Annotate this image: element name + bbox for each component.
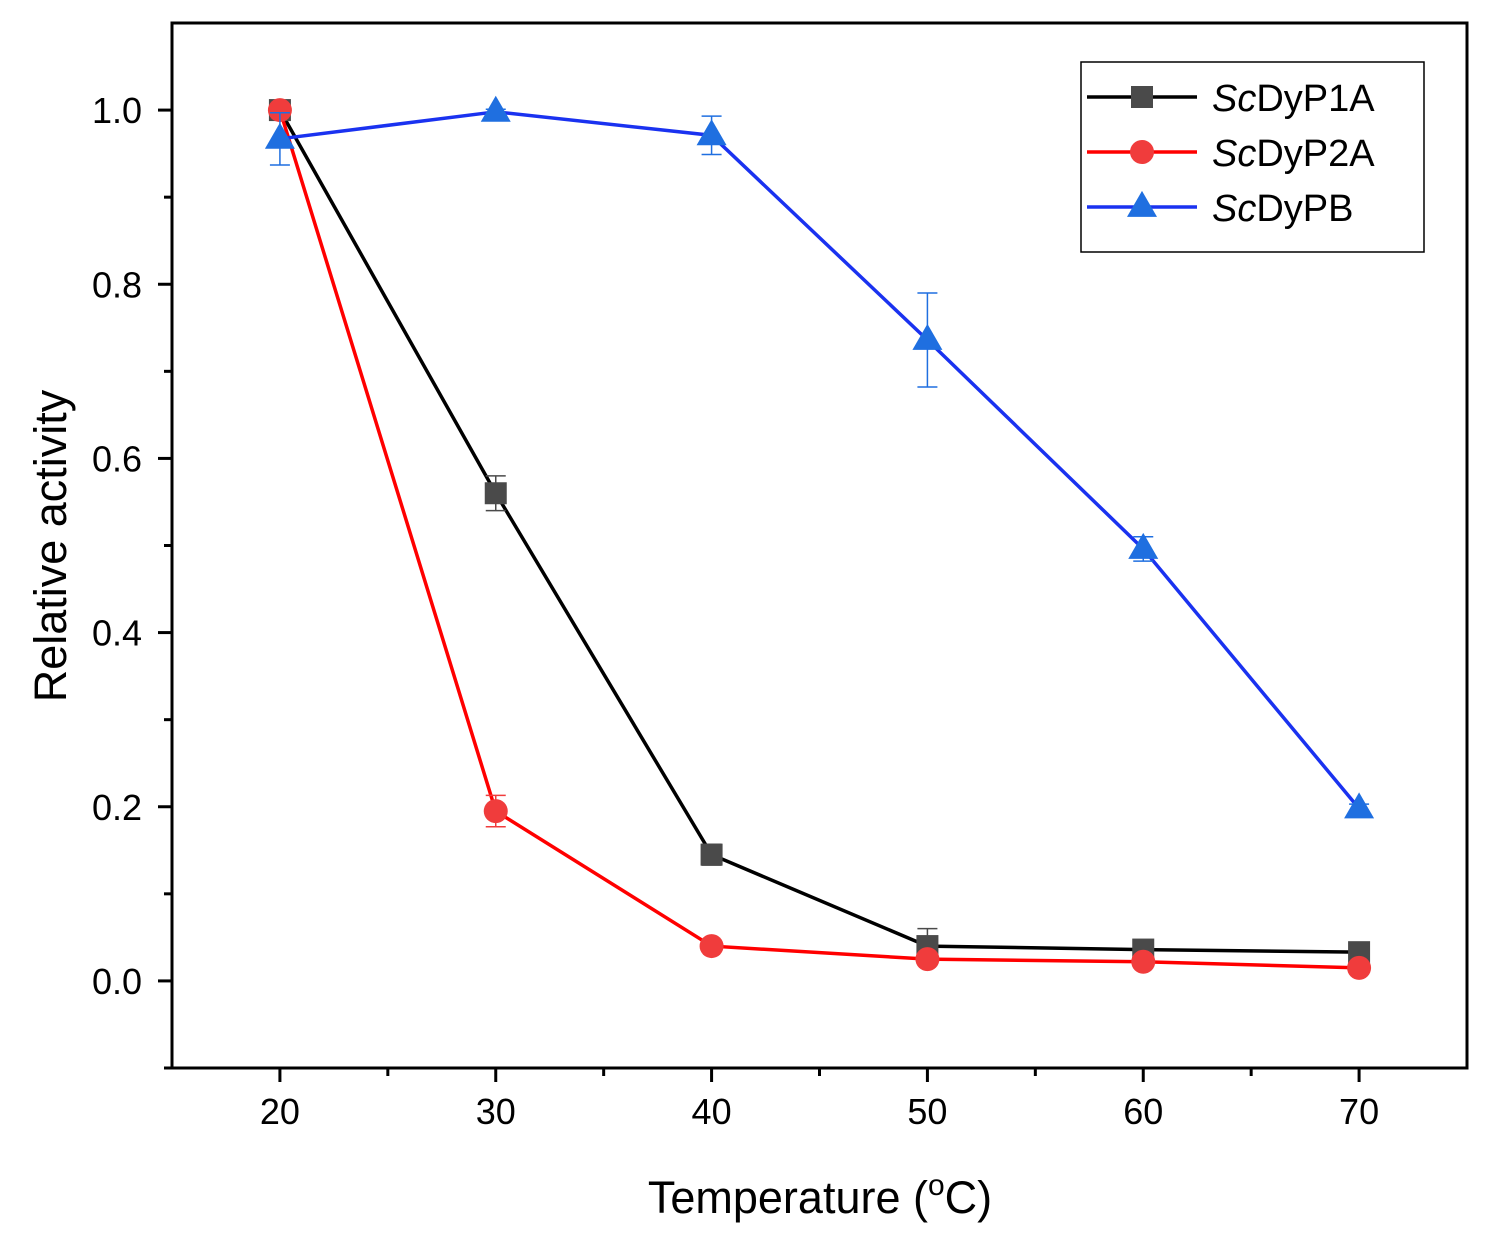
y-tick-label: 0.2 — [92, 787, 142, 828]
data-point — [264, 122, 295, 149]
series-ScDyP2A — [267, 98, 1372, 980]
x-tick-label: 50 — [907, 1091, 947, 1132]
data-point — [1128, 532, 1159, 559]
data-point — [483, 799, 508, 824]
series-line — [279, 110, 1361, 810]
data-point — [267, 98, 292, 123]
x-tick-label: 60 — [1123, 1091, 1163, 1132]
y-tick-label: 0.8 — [92, 264, 142, 305]
legend-item: ScDyPB — [1087, 188, 1354, 230]
x-tick-label: 30 — [476, 1091, 516, 1132]
data-point — [912, 323, 943, 350]
y-tick-label: 0.6 — [92, 438, 142, 479]
series-layer — [264, 95, 1375, 980]
legend-item: ScDyP2A — [1087, 133, 1375, 175]
data-point — [484, 482, 507, 505]
legend-label: ScDyP2A — [1212, 133, 1375, 175]
axis-tick-labels: 20 30 40 50 60 70 0.0 0.2 0.4 0.6 0.8 1.0 — [92, 90, 1379, 1132]
data-point — [1131, 949, 1156, 974]
legend-marker — [1130, 140, 1154, 164]
x-axis-title: Temperature (oC) — [648, 1169, 992, 1223]
data-point — [700, 843, 723, 866]
y-tick-label: 0.0 — [92, 961, 142, 1002]
y-axis-title: Relative activity — [25, 389, 76, 702]
y-tick-label: 0.4 — [92, 613, 142, 654]
data-point — [915, 947, 940, 972]
data-point — [1344, 792, 1375, 819]
series-line — [278, 109, 1360, 954]
legend: ScDyP1A ScDyP2A ScDyPB — [1080, 61, 1425, 253]
legend-label: ScDyP1A — [1212, 78, 1375, 120]
data-point — [480, 95, 511, 122]
x-tick-label: 40 — [692, 1091, 732, 1132]
series-line — [278, 109, 1360, 970]
data-point — [1347, 955, 1372, 980]
x-tick-label: 20 — [260, 1091, 300, 1132]
legend-marker — [1131, 86, 1153, 108]
legend-marker — [1127, 190, 1157, 217]
legend-label: ScDyPB — [1212, 188, 1354, 230]
legend-item: ScDyP1A — [1087, 78, 1375, 120]
series-ScDyPB — [264, 95, 1375, 819]
axis-ticks — [158, 108, 1361, 1082]
data-point — [696, 119, 727, 146]
x-tick-label: 70 — [1339, 1091, 1379, 1132]
data-point — [699, 934, 724, 959]
y-tick-label: 1.0 — [92, 90, 142, 131]
